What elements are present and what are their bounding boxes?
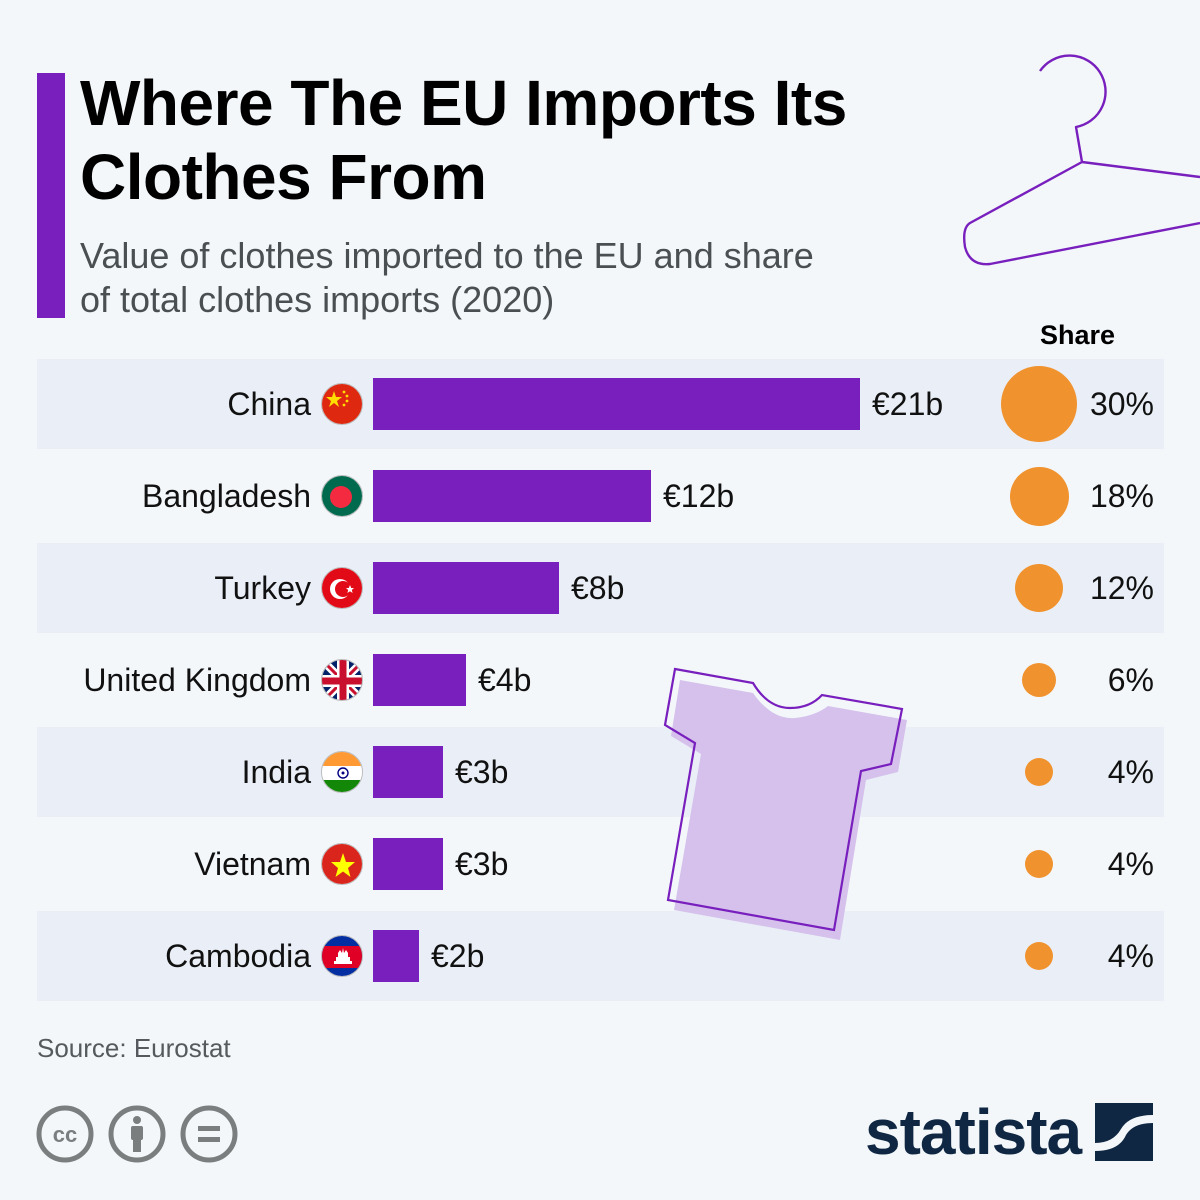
attribution-icon[interactable] bbox=[108, 1105, 166, 1163]
license-icons: cc bbox=[36, 1105, 238, 1163]
share-label: 4% bbox=[1107, 938, 1154, 974]
share-bubble bbox=[1025, 758, 1053, 786]
value-label: €12b bbox=[663, 478, 735, 514]
country-label: Turkey bbox=[214, 570, 311, 606]
country-label: Vietnam bbox=[194, 846, 311, 882]
india-flag-icon bbox=[321, 751, 363, 793]
table-row: Vietnam €3b 4% bbox=[37, 819, 1164, 909]
value-bar bbox=[373, 746, 443, 798]
share-bubble bbox=[1022, 663, 1056, 697]
share-bubble bbox=[1025, 942, 1053, 970]
page-title: Where The EU Imports Its Clothes From bbox=[80, 67, 847, 213]
no-derivatives-icon[interactable] bbox=[180, 1105, 238, 1163]
value-label: €21b bbox=[872, 386, 944, 422]
svg-text:cc: cc bbox=[53, 1122, 77, 1147]
share-column-header: Share bbox=[1039, 320, 1116, 350]
share-label: 30% bbox=[1089, 386, 1154, 422]
value-bar bbox=[373, 838, 443, 890]
share-label: 12% bbox=[1089, 570, 1154, 606]
country-label: Bangladesh bbox=[141, 478, 311, 514]
bangladesh-flag-icon bbox=[321, 475, 363, 517]
value-bar bbox=[373, 930, 419, 982]
turkey-flag-icon bbox=[321, 567, 363, 609]
uk-flag-icon bbox=[321, 659, 363, 701]
share-bubble bbox=[1015, 564, 1063, 612]
table-row: Bangladesh €12b 18% bbox=[37, 451, 1164, 541]
value-label: €3b bbox=[455, 754, 509, 790]
share-bubble bbox=[1025, 850, 1053, 878]
share-bubble bbox=[1009, 466, 1069, 526]
country-label: Cambodia bbox=[165, 938, 311, 974]
title-accent-bar bbox=[37, 73, 65, 318]
cambodia-flag-icon bbox=[321, 935, 363, 977]
value-label: €2b bbox=[431, 938, 485, 974]
country-label: United Kingdom bbox=[83, 662, 311, 698]
statista-logo[interactable]: statista bbox=[865, 1096, 1154, 1168]
vietnam-flag-icon bbox=[321, 843, 363, 885]
share-label: 4% bbox=[1107, 846, 1154, 882]
value-bar bbox=[373, 378, 860, 430]
chart-rows: China €21b 30% Bangladesh €12b 18% Turkey €8b 12… bbox=[37, 359, 1164, 1003]
table-row: India €3b 4% bbox=[37, 727, 1164, 817]
hanger-icon bbox=[962, 54, 1200, 266]
logo-text: statista bbox=[865, 1096, 1082, 1168]
country-label: China bbox=[227, 386, 311, 422]
china-flag-icon bbox=[321, 383, 363, 425]
page-subtitle: Value of clothes imported to the EU and … bbox=[80, 235, 814, 320]
cc-icon[interactable]: cc bbox=[36, 1105, 94, 1163]
table-row: United Kingdom €4b 6% bbox=[37, 635, 1164, 725]
value-label: €3b bbox=[455, 846, 509, 882]
share-bubble bbox=[1001, 366, 1077, 442]
table-row: Cambodia €2b 4% bbox=[37, 911, 1164, 1001]
share-label: 4% bbox=[1107, 754, 1154, 790]
statista-logo-mark-icon bbox=[1095, 1103, 1154, 1161]
source-label: Source: Eurostat bbox=[37, 1033, 231, 1063]
value-bar bbox=[373, 654, 466, 706]
value-bar bbox=[373, 562, 559, 614]
country-label: India bbox=[241, 754, 311, 790]
value-bar bbox=[373, 470, 651, 522]
table-row: China €21b 30% bbox=[37, 359, 1164, 449]
share-label: 6% bbox=[1107, 662, 1154, 698]
value-label: €8b bbox=[571, 570, 625, 606]
value-label: €4b bbox=[478, 662, 532, 698]
table-row: Turkey €8b 12% bbox=[37, 543, 1164, 633]
share-label: 18% bbox=[1089, 478, 1154, 514]
